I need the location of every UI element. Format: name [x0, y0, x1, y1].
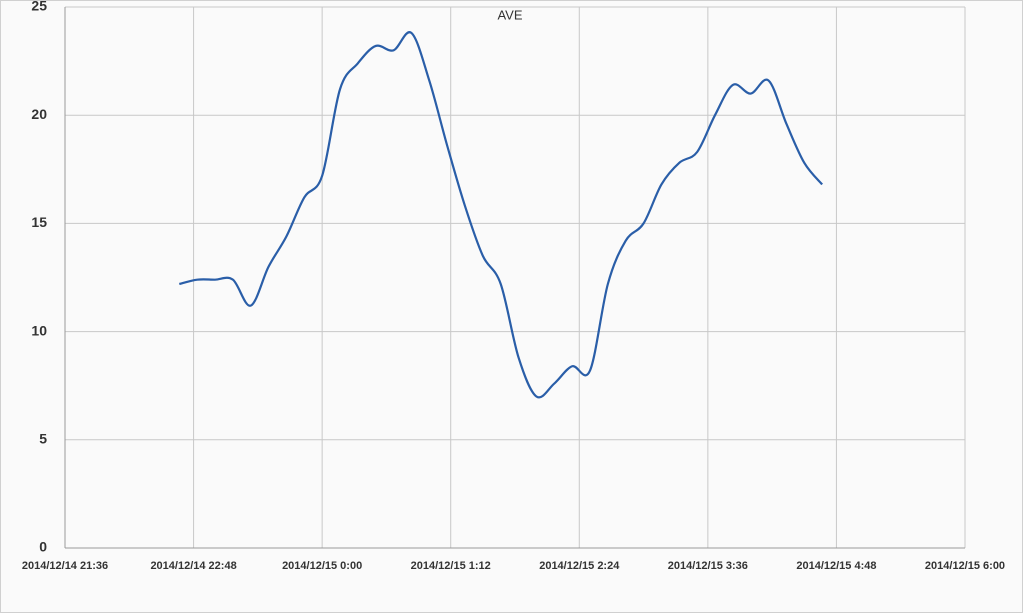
- data-line: [179, 31, 823, 399]
- x-tick-label: 2014/12/15 6:00: [925, 560, 1005, 572]
- x-tick-label: 2014/12/15 0:00: [282, 560, 362, 572]
- x-tick-label: 2014/12/14 22:48: [150, 560, 236, 572]
- y-tick-label: 25: [31, 0, 47, 14]
- x-tick-label: 2014/12/15 2:24: [539, 560, 620, 572]
- y-tick-label: 5: [39, 431, 47, 447]
- y-tick-label: 20: [31, 106, 47, 122]
- x-tick-label: 2014/12/15 1:12: [411, 560, 491, 572]
- x-tick-label: 2014/12/14 21:36: [22, 560, 108, 572]
- y-tick-label: 0: [39, 539, 47, 555]
- y-tick-label: 10: [31, 322, 47, 338]
- chart-title: AVE: [497, 7, 522, 22]
- x-tick-label: 2014/12/15 4:48: [796, 560, 876, 572]
- x-tick-label: 2014/12/15 3:36: [668, 560, 748, 572]
- y-tick-label: 15: [31, 214, 47, 230]
